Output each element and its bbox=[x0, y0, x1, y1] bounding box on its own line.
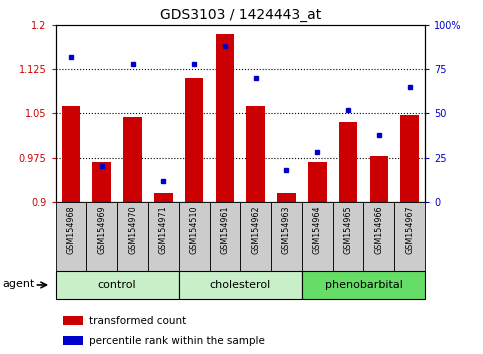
Bar bbox=[185, 78, 203, 202]
Text: GSM154971: GSM154971 bbox=[159, 205, 168, 254]
Bar bbox=[86, 202, 117, 271]
Text: GSM154962: GSM154962 bbox=[251, 205, 260, 254]
Bar bbox=[62, 105, 80, 202]
Text: GSM154510: GSM154510 bbox=[190, 205, 199, 254]
Bar bbox=[302, 202, 333, 271]
Text: GSM154964: GSM154964 bbox=[313, 205, 322, 254]
Bar bbox=[364, 202, 394, 271]
Bar bbox=[63, 316, 83, 325]
Text: transformed count: transformed count bbox=[89, 316, 186, 326]
Text: control: control bbox=[98, 280, 136, 290]
Text: GSM154966: GSM154966 bbox=[374, 205, 384, 254]
Bar bbox=[215, 34, 234, 202]
Bar bbox=[154, 193, 172, 202]
Bar bbox=[123, 118, 142, 202]
Bar bbox=[92, 162, 111, 202]
Bar bbox=[179, 202, 210, 271]
Text: GSM154969: GSM154969 bbox=[97, 205, 106, 254]
Text: GSM154968: GSM154968 bbox=[67, 205, 75, 254]
Text: phenobarbital: phenobarbital bbox=[325, 280, 402, 290]
Bar bbox=[333, 202, 364, 271]
Bar bbox=[179, 271, 302, 299]
Text: GSM154970: GSM154970 bbox=[128, 205, 137, 254]
Text: percentile rank within the sample: percentile rank within the sample bbox=[89, 336, 265, 346]
Text: cholesterol: cholesterol bbox=[210, 280, 271, 290]
Bar bbox=[56, 271, 179, 299]
Text: GSM154965: GSM154965 bbox=[343, 205, 353, 254]
Bar bbox=[246, 105, 265, 202]
Bar bbox=[369, 156, 388, 202]
Bar bbox=[400, 115, 419, 202]
Text: agent: agent bbox=[3, 279, 35, 289]
Bar bbox=[271, 202, 302, 271]
Bar bbox=[63, 336, 83, 345]
Bar bbox=[210, 202, 240, 271]
Bar bbox=[240, 202, 271, 271]
Text: GSM154967: GSM154967 bbox=[405, 205, 414, 254]
Text: GSM154963: GSM154963 bbox=[282, 205, 291, 254]
Bar bbox=[394, 202, 425, 271]
Bar bbox=[277, 193, 296, 202]
Title: GDS3103 / 1424443_at: GDS3103 / 1424443_at bbox=[160, 8, 321, 22]
Bar bbox=[308, 162, 327, 202]
Bar bbox=[56, 202, 86, 271]
Bar bbox=[339, 122, 357, 202]
Bar bbox=[117, 202, 148, 271]
Text: GSM154961: GSM154961 bbox=[220, 205, 229, 254]
Bar bbox=[302, 271, 425, 299]
Bar bbox=[148, 202, 179, 271]
